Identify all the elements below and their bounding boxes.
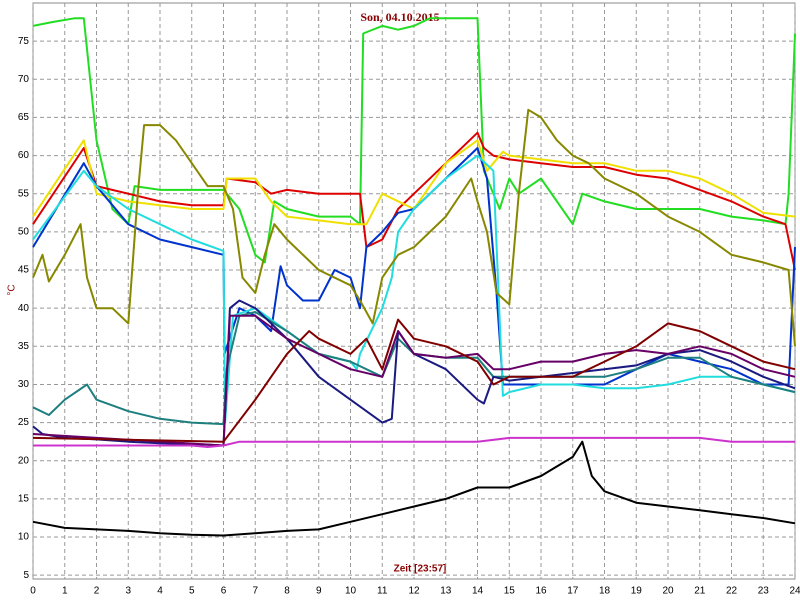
x-tick-label: 15 xyxy=(504,586,516,597)
x-tick-label: 22 xyxy=(726,586,738,597)
series-line xyxy=(32,108,796,347)
series-line xyxy=(32,139,796,226)
series-line xyxy=(33,436,795,448)
x-tick-label: 4 xyxy=(157,586,163,597)
x-tick-label: 8 xyxy=(284,586,290,597)
x-tick-label: 12 xyxy=(408,586,420,597)
y-tick-label: 50 xyxy=(18,227,30,238)
series-line xyxy=(32,131,796,271)
x-tick-label: 18 xyxy=(599,586,611,597)
x-tick-label: 14 xyxy=(472,586,484,597)
x-tick-label: 16 xyxy=(535,586,547,597)
x-tick-label: 9 xyxy=(316,586,322,597)
y-tick-label: 45 xyxy=(18,265,30,276)
x-tick-label: 21 xyxy=(694,586,706,597)
x-tick-label: 11 xyxy=(377,586,388,597)
y-tick-label: 15 xyxy=(18,494,30,505)
x-tick-label: 0 xyxy=(30,586,36,597)
y-tick-label: 55 xyxy=(18,188,30,199)
x-tick-label: 23 xyxy=(758,586,770,597)
x-tick-label: 3 xyxy=(125,586,131,597)
y-tick-label: 60 xyxy=(18,150,30,161)
y-tick-label: 10 xyxy=(18,532,30,543)
y-tick-label: 65 xyxy=(18,112,30,123)
series-line xyxy=(32,154,796,424)
x-tick-label: 5 xyxy=(189,586,195,597)
x-tick-label: 1 xyxy=(62,586,68,597)
x-tick-label: 7 xyxy=(252,586,258,597)
x-tick-label: 17 xyxy=(567,586,579,597)
y-tick-label: 5 xyxy=(23,570,29,581)
x-tick-label: 24 xyxy=(789,586,800,597)
series-line xyxy=(32,440,796,537)
series-line xyxy=(32,318,796,443)
x-tick-label: 20 xyxy=(662,586,674,597)
y-tick-label: 40 xyxy=(18,303,30,314)
y-tick-label: 70 xyxy=(18,74,30,85)
x-tick-label: 13 xyxy=(440,586,452,597)
x-axis-label: Zeit [23:57] xyxy=(394,564,447,575)
y-tick-label: 30 xyxy=(18,379,30,390)
series-line xyxy=(32,299,796,447)
y-tick-label: 25 xyxy=(18,417,30,428)
x-tick-label: 2 xyxy=(94,586,100,597)
series-line xyxy=(32,314,796,447)
x-tick-label: 19 xyxy=(631,586,643,597)
y-axis-label: °C xyxy=(7,284,18,295)
y-tick-label: 75 xyxy=(18,36,30,47)
series-line xyxy=(32,17,796,264)
x-tick-label: 10 xyxy=(345,586,357,597)
y-tick-label: 35 xyxy=(18,341,30,352)
x-tick-label: 6 xyxy=(221,586,227,597)
chart-title: Son, 04.10.2015 xyxy=(360,10,439,24)
y-tick-label: 20 xyxy=(18,455,30,466)
